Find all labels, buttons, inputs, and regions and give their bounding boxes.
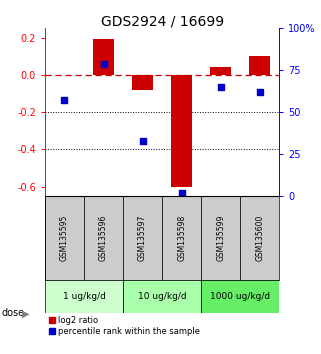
Text: GSM135596: GSM135596 (99, 215, 108, 261)
Bar (45, 196, 84, 280)
Text: ▶: ▶ (22, 308, 29, 318)
Bar (123, 196, 162, 280)
Text: dose: dose (2, 308, 25, 318)
Bar (93, 40, 114, 75)
Text: GSM135600: GSM135600 (255, 215, 264, 261)
Bar (84, 196, 123, 280)
Text: GSM135598: GSM135598 (177, 215, 186, 261)
Title: GDS2924 / 16699: GDS2924 / 16699 (100, 14, 224, 28)
Text: GSM135595: GSM135595 (60, 215, 69, 261)
Point (218, 84, 223, 90)
Bar (201, 280, 279, 313)
Bar (132, 75, 153, 90)
Point (257, 89, 262, 95)
Bar (249, 56, 271, 75)
Point (62, 98, 67, 103)
Bar (210, 68, 231, 75)
Text: 10 ug/kg/d: 10 ug/kg/d (138, 292, 187, 301)
Point (179, 190, 184, 195)
Point (101, 61, 106, 66)
Bar (171, 75, 192, 187)
Bar (45, 280, 123, 313)
Bar (240, 196, 279, 280)
Text: 1000 ug/kg/d: 1000 ug/kg/d (210, 292, 270, 301)
Bar (162, 196, 201, 280)
Bar (201, 196, 240, 280)
Point (140, 138, 145, 143)
Bar (123, 280, 201, 313)
Text: GSM135599: GSM135599 (216, 215, 225, 261)
Legend: log2 ratio, percentile rank within the sample: log2 ratio, percentile rank within the s… (49, 316, 200, 336)
Text: 1 ug/kg/d: 1 ug/kg/d (63, 292, 105, 301)
Text: GSM135597: GSM135597 (138, 215, 147, 261)
